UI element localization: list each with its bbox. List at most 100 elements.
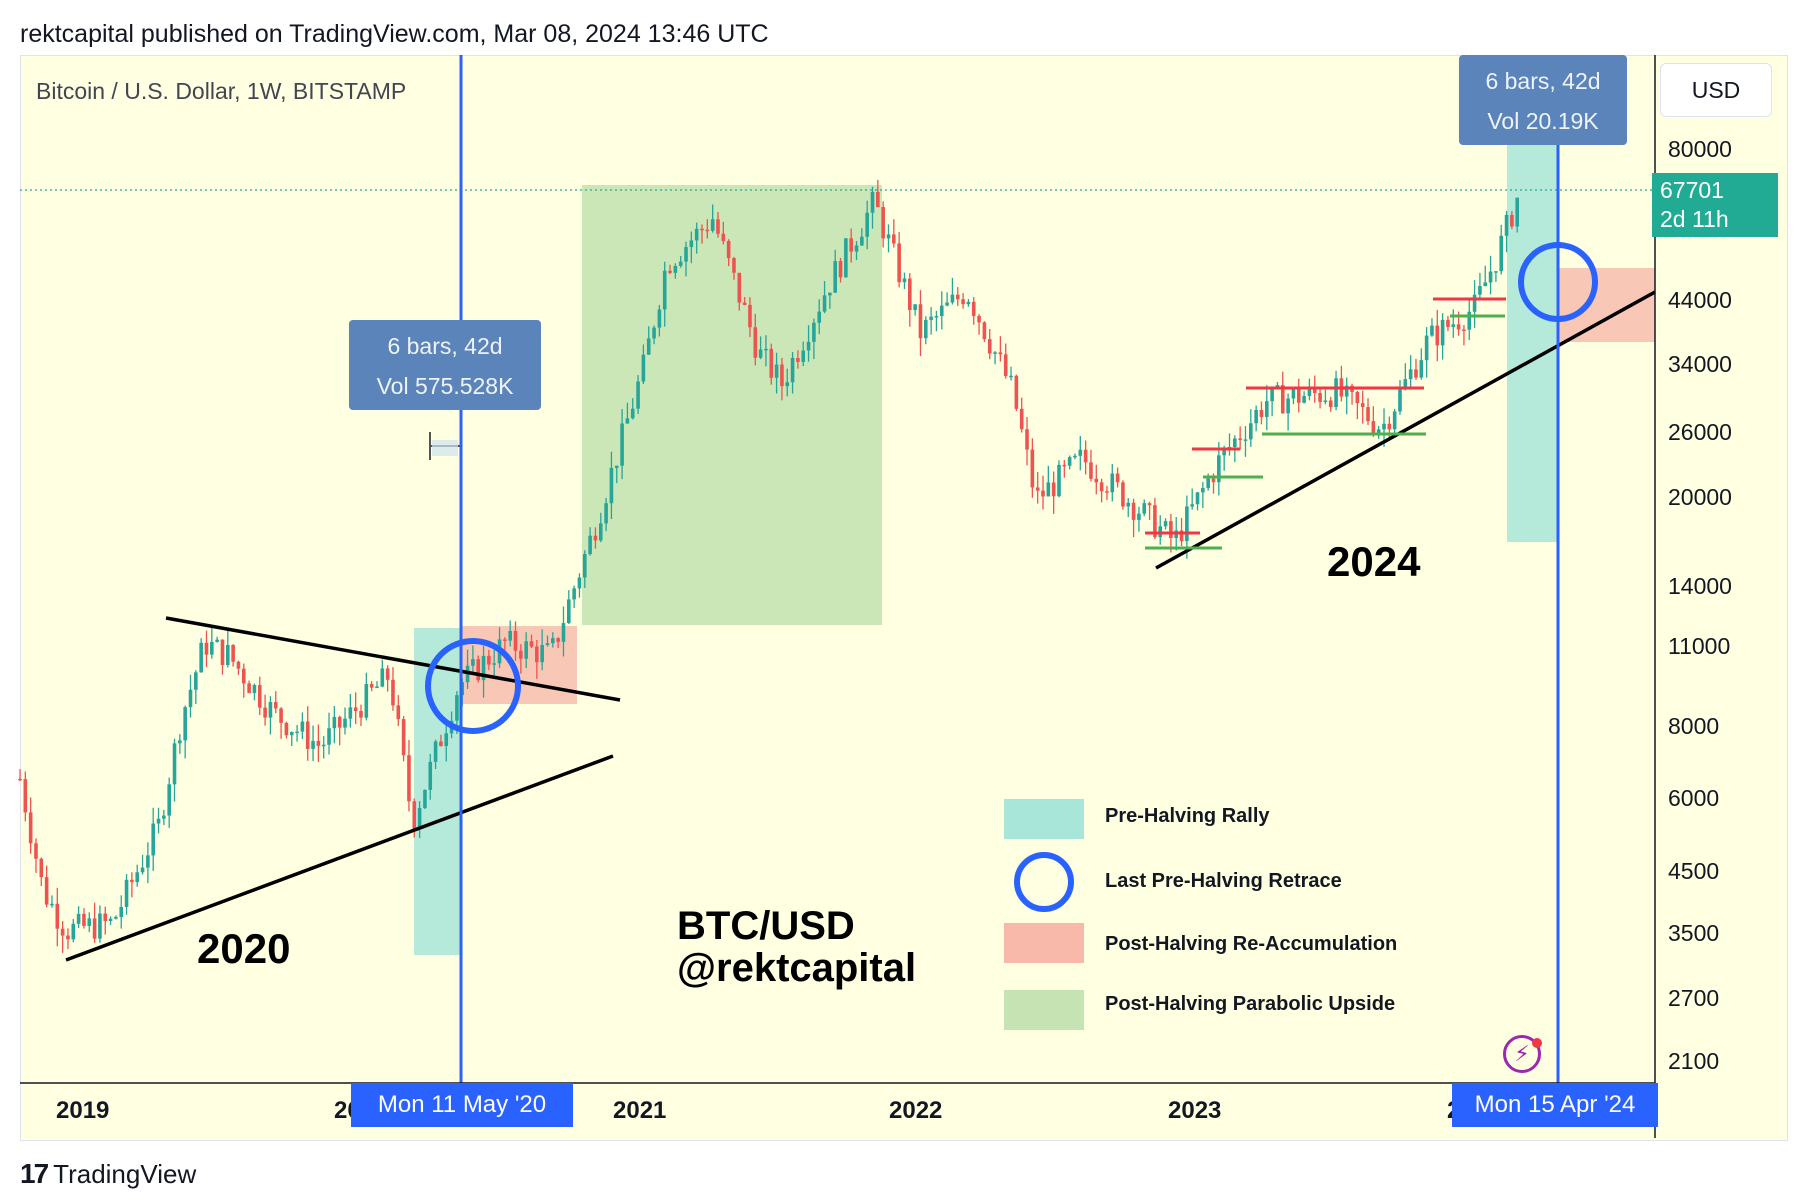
candle-body bbox=[295, 731, 299, 734]
candle-body bbox=[1494, 271, 1498, 273]
candle-body bbox=[780, 364, 784, 387]
candle-body bbox=[44, 877, 49, 905]
candle-body bbox=[1392, 411, 1397, 430]
y-tick-44000: 44000 bbox=[1668, 287, 1732, 313]
candle-body bbox=[1233, 438, 1237, 447]
candle-body bbox=[1456, 324, 1461, 330]
publish-header: rektcapital published on TradingView.com… bbox=[20, 20, 769, 48]
candle-body bbox=[716, 219, 720, 234]
candle-body bbox=[923, 319, 928, 339]
candle-body bbox=[1153, 505, 1157, 538]
candle-body bbox=[758, 349, 763, 358]
candle-body bbox=[961, 299, 965, 305]
candle-body bbox=[833, 261, 838, 293]
candle-body bbox=[1121, 482, 1125, 507]
candle-body bbox=[1403, 379, 1408, 389]
candle-body bbox=[439, 741, 443, 747]
candle-body bbox=[1483, 282, 1488, 287]
candle-body bbox=[929, 316, 933, 320]
candle-body bbox=[806, 341, 811, 351]
candle-body bbox=[1169, 521, 1173, 539]
candle-body bbox=[870, 191, 875, 213]
candle-body bbox=[785, 382, 790, 387]
candle-body bbox=[641, 354, 646, 382]
crosshair-date-2020: Mon 11 May '20 bbox=[351, 1083, 573, 1127]
candle-body bbox=[593, 535, 598, 541]
candle-body bbox=[1302, 396, 1306, 403]
candle-body bbox=[998, 352, 1003, 355]
candle-body bbox=[860, 236, 864, 246]
candle-body bbox=[1009, 375, 1013, 378]
x-tick-2019: 2019 bbox=[56, 1097, 110, 1124]
candle-body bbox=[945, 302, 949, 306]
candle-body bbox=[1472, 294, 1477, 312]
currency-button[interactable]: USD bbox=[1660, 63, 1772, 117]
candle-body bbox=[513, 630, 518, 651]
candle-body bbox=[241, 668, 246, 684]
candle-body bbox=[167, 784, 171, 816]
annotation-2024: 2024 bbox=[1327, 538, 1421, 585]
candle-body bbox=[625, 418, 630, 424]
candle-body bbox=[135, 872, 140, 883]
candle-body bbox=[119, 906, 124, 918]
candle-body bbox=[753, 327, 758, 358]
candle-body bbox=[572, 588, 576, 600]
candle-body bbox=[1137, 513, 1141, 520]
candle-body bbox=[721, 233, 726, 241]
candle-body bbox=[1110, 473, 1115, 493]
candle-body bbox=[588, 535, 592, 555]
candle-body bbox=[1078, 449, 1083, 456]
candle-body bbox=[1467, 311, 1472, 330]
candle-body bbox=[971, 301, 976, 316]
y-tick-4500: 4500 bbox=[1668, 858, 1720, 884]
y-tick-2700: 2700 bbox=[1668, 985, 1720, 1011]
candle-body bbox=[130, 879, 134, 883]
candle-body bbox=[700, 228, 704, 231]
measure-bars-label: 6 bars, 42d bbox=[387, 333, 503, 359]
candle-body bbox=[225, 645, 230, 665]
candle-body bbox=[279, 708, 283, 723]
candle-body bbox=[55, 903, 60, 929]
candle-body bbox=[987, 339, 992, 354]
candle-body bbox=[1424, 335, 1429, 361]
candle-body bbox=[428, 761, 433, 790]
candle-body bbox=[23, 779, 28, 813]
candle-body bbox=[1488, 271, 1493, 283]
candle-body bbox=[327, 728, 331, 745]
candle-body bbox=[210, 641, 214, 655]
last-price-value: 67701 bbox=[1660, 177, 1724, 203]
pre-halving-rally-zone-2024 bbox=[1507, 112, 1559, 542]
candles-group bbox=[18, 179, 1520, 953]
chart-area[interactable] bbox=[20, 55, 1788, 1141]
candle-body bbox=[1275, 385, 1280, 387]
candle-body bbox=[257, 685, 262, 708]
candle-body bbox=[1398, 388, 1402, 412]
candle-body bbox=[396, 705, 401, 720]
candle-body bbox=[1334, 378, 1338, 408]
x-tick-2023: 2023 bbox=[1168, 1097, 1222, 1124]
candle-body bbox=[1286, 398, 1290, 414]
candle-body bbox=[1185, 506, 1189, 542]
candle-body bbox=[385, 668, 390, 680]
candle-body bbox=[1259, 409, 1264, 417]
x-tick-2021: 2021 bbox=[613, 1097, 667, 1124]
candle-body bbox=[103, 913, 108, 921]
notification-dot-icon bbox=[1532, 1038, 1542, 1048]
candle-body bbox=[902, 278, 907, 283]
candle-body bbox=[124, 879, 129, 907]
lightning-icon[interactable]: ⚡ bbox=[1503, 1035, 1541, 1073]
candle-body bbox=[876, 191, 880, 208]
candle-body bbox=[529, 641, 534, 647]
candle-body bbox=[1089, 462, 1093, 479]
legend-swatch-parabolic bbox=[1004, 990, 1084, 1030]
annotation-2020: 2020 bbox=[197, 925, 291, 972]
candle-body bbox=[162, 815, 166, 819]
candle-body bbox=[1328, 400, 1333, 408]
candle-body bbox=[503, 639, 507, 641]
candle-body bbox=[156, 818, 161, 824]
candle-body bbox=[1201, 487, 1205, 493]
candle-body bbox=[353, 707, 358, 712]
candle-body bbox=[1179, 530, 1184, 542]
candle-body bbox=[524, 641, 528, 659]
